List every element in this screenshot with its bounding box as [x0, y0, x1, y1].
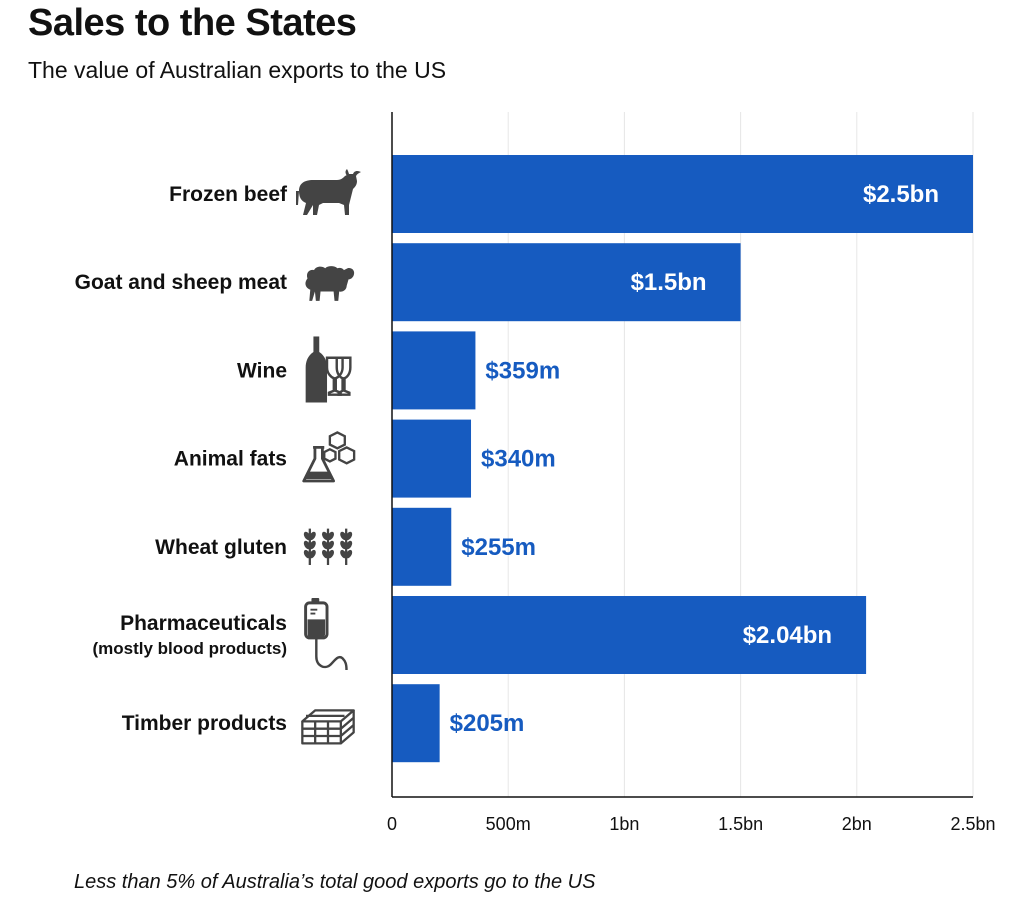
data-label: $340m: [481, 446, 556, 473]
data-label: $255m: [461, 534, 536, 561]
flask-icon: [302, 431, 356, 483]
iv-bag-icon: [304, 598, 348, 672]
wheat-icon: [301, 527, 355, 567]
bar: [392, 684, 440, 763]
data-label: $1.5bn: [631, 269, 707, 296]
bar: [392, 596, 867, 674]
chart-title: Sales to the States: [28, 2, 357, 44]
chart-subtitle: The value of Australian exports to the U…: [28, 57, 447, 83]
sheep-icon: [305, 266, 355, 301]
bar: [392, 155, 973, 233]
x-tick-label: 0: [387, 814, 397, 834]
data-label: $359m: [485, 357, 560, 384]
category-label: Timber products: [122, 712, 287, 735]
category-label: Wheat gluten: [155, 536, 287, 559]
bar: [392, 507, 452, 586]
x-tick-label: 500m: [486, 814, 531, 834]
chart-footnote: Less than 5% of Australia’s total good e…: [74, 871, 596, 893]
category-sublabel: (mostly blood products): [92, 639, 287, 658]
category-label: Pharmaceuticals: [120, 612, 287, 635]
category-label: Wine: [237, 359, 287, 382]
bar: [392, 331, 476, 410]
data-label: $2.04bn: [743, 622, 832, 649]
data-label: $205m: [450, 710, 525, 737]
x-tick-label: 1.5bn: [718, 814, 763, 834]
x-tick-label: 2bn: [842, 814, 872, 834]
bar: [392, 243, 741, 322]
bars: $2.5bn $1.5bn $359m $340m $255m $2.04bn $205m: [392, 155, 973, 763]
axes: 0 500m 1bn 1.5bn 2bn 2.5bn: [387, 112, 996, 834]
category-label: Animal fats: [174, 448, 287, 471]
bull-icon: [296, 169, 361, 215]
x-tick-label: 1bn: [609, 814, 639, 834]
wine-icon: [304, 336, 352, 404]
category-label: Goat and sheep meat: [75, 271, 287, 294]
category-label: Frozen beef: [169, 183, 288, 206]
timber-icon: [301, 709, 355, 745]
data-label: $2.5bn: [863, 181, 939, 208]
x-tick-label: 2.5bn: [950, 814, 995, 834]
bar: [392, 419, 472, 498]
category-labels: Frozen beef Goat and sheep meat Wine Animal…: [75, 169, 361, 745]
